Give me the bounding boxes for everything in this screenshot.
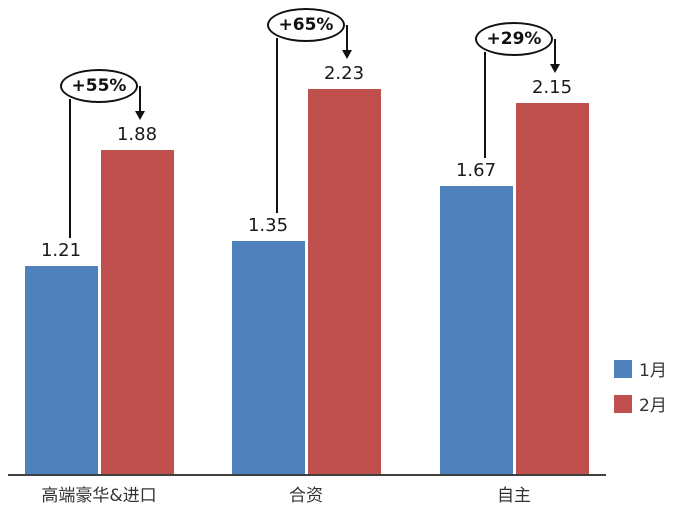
bar-series2-2 xyxy=(515,103,589,475)
bar-series2-0 xyxy=(100,150,174,475)
annotation-arrow-head-icon xyxy=(135,111,145,120)
annotation-arrow-line xyxy=(554,39,556,64)
value-label: 1.35 xyxy=(247,215,289,236)
annotation-arrow-head-icon xyxy=(550,64,560,73)
legend-swatch-series-1 xyxy=(614,359,632,378)
annotation-ellipse: +55% xyxy=(60,69,138,103)
annotation-connector-line xyxy=(69,99,71,238)
category-label: 高端豪华&进口 xyxy=(41,486,157,506)
legend-label: 2月 xyxy=(639,396,667,416)
legend-item: 1月 xyxy=(614,356,667,381)
annotation-connector-line xyxy=(484,52,486,158)
value-label: 2.23 xyxy=(323,63,365,84)
chart-legend: 1月 2月 xyxy=(614,356,667,426)
annotation-arrow-head-icon xyxy=(342,50,352,59)
annotation-arrow-line xyxy=(346,25,348,50)
value-label: 1.67 xyxy=(455,160,497,181)
bar-series1-1 xyxy=(231,241,305,475)
annotation-arrow-line xyxy=(139,86,141,111)
annotation-ellipse: +29% xyxy=(475,22,553,56)
legend-label: 1月 xyxy=(639,361,667,381)
value-label: 2.15 xyxy=(531,77,573,98)
bar-series1-2 xyxy=(439,186,513,475)
value-label: 1.88 xyxy=(116,124,158,145)
annotation-ellipse: +65% xyxy=(267,8,345,42)
bar-series1-0 xyxy=(24,266,98,475)
category-label: 合资 xyxy=(289,486,323,506)
legend-item: 2月 xyxy=(614,391,667,416)
legend-swatch-series-2 xyxy=(614,394,632,413)
annotation-connector-line xyxy=(276,38,278,213)
bar-series2-1 xyxy=(307,89,381,475)
value-label: 1.21 xyxy=(40,240,82,261)
x-axis-line xyxy=(8,474,606,476)
category-label: 自主 xyxy=(497,486,531,506)
